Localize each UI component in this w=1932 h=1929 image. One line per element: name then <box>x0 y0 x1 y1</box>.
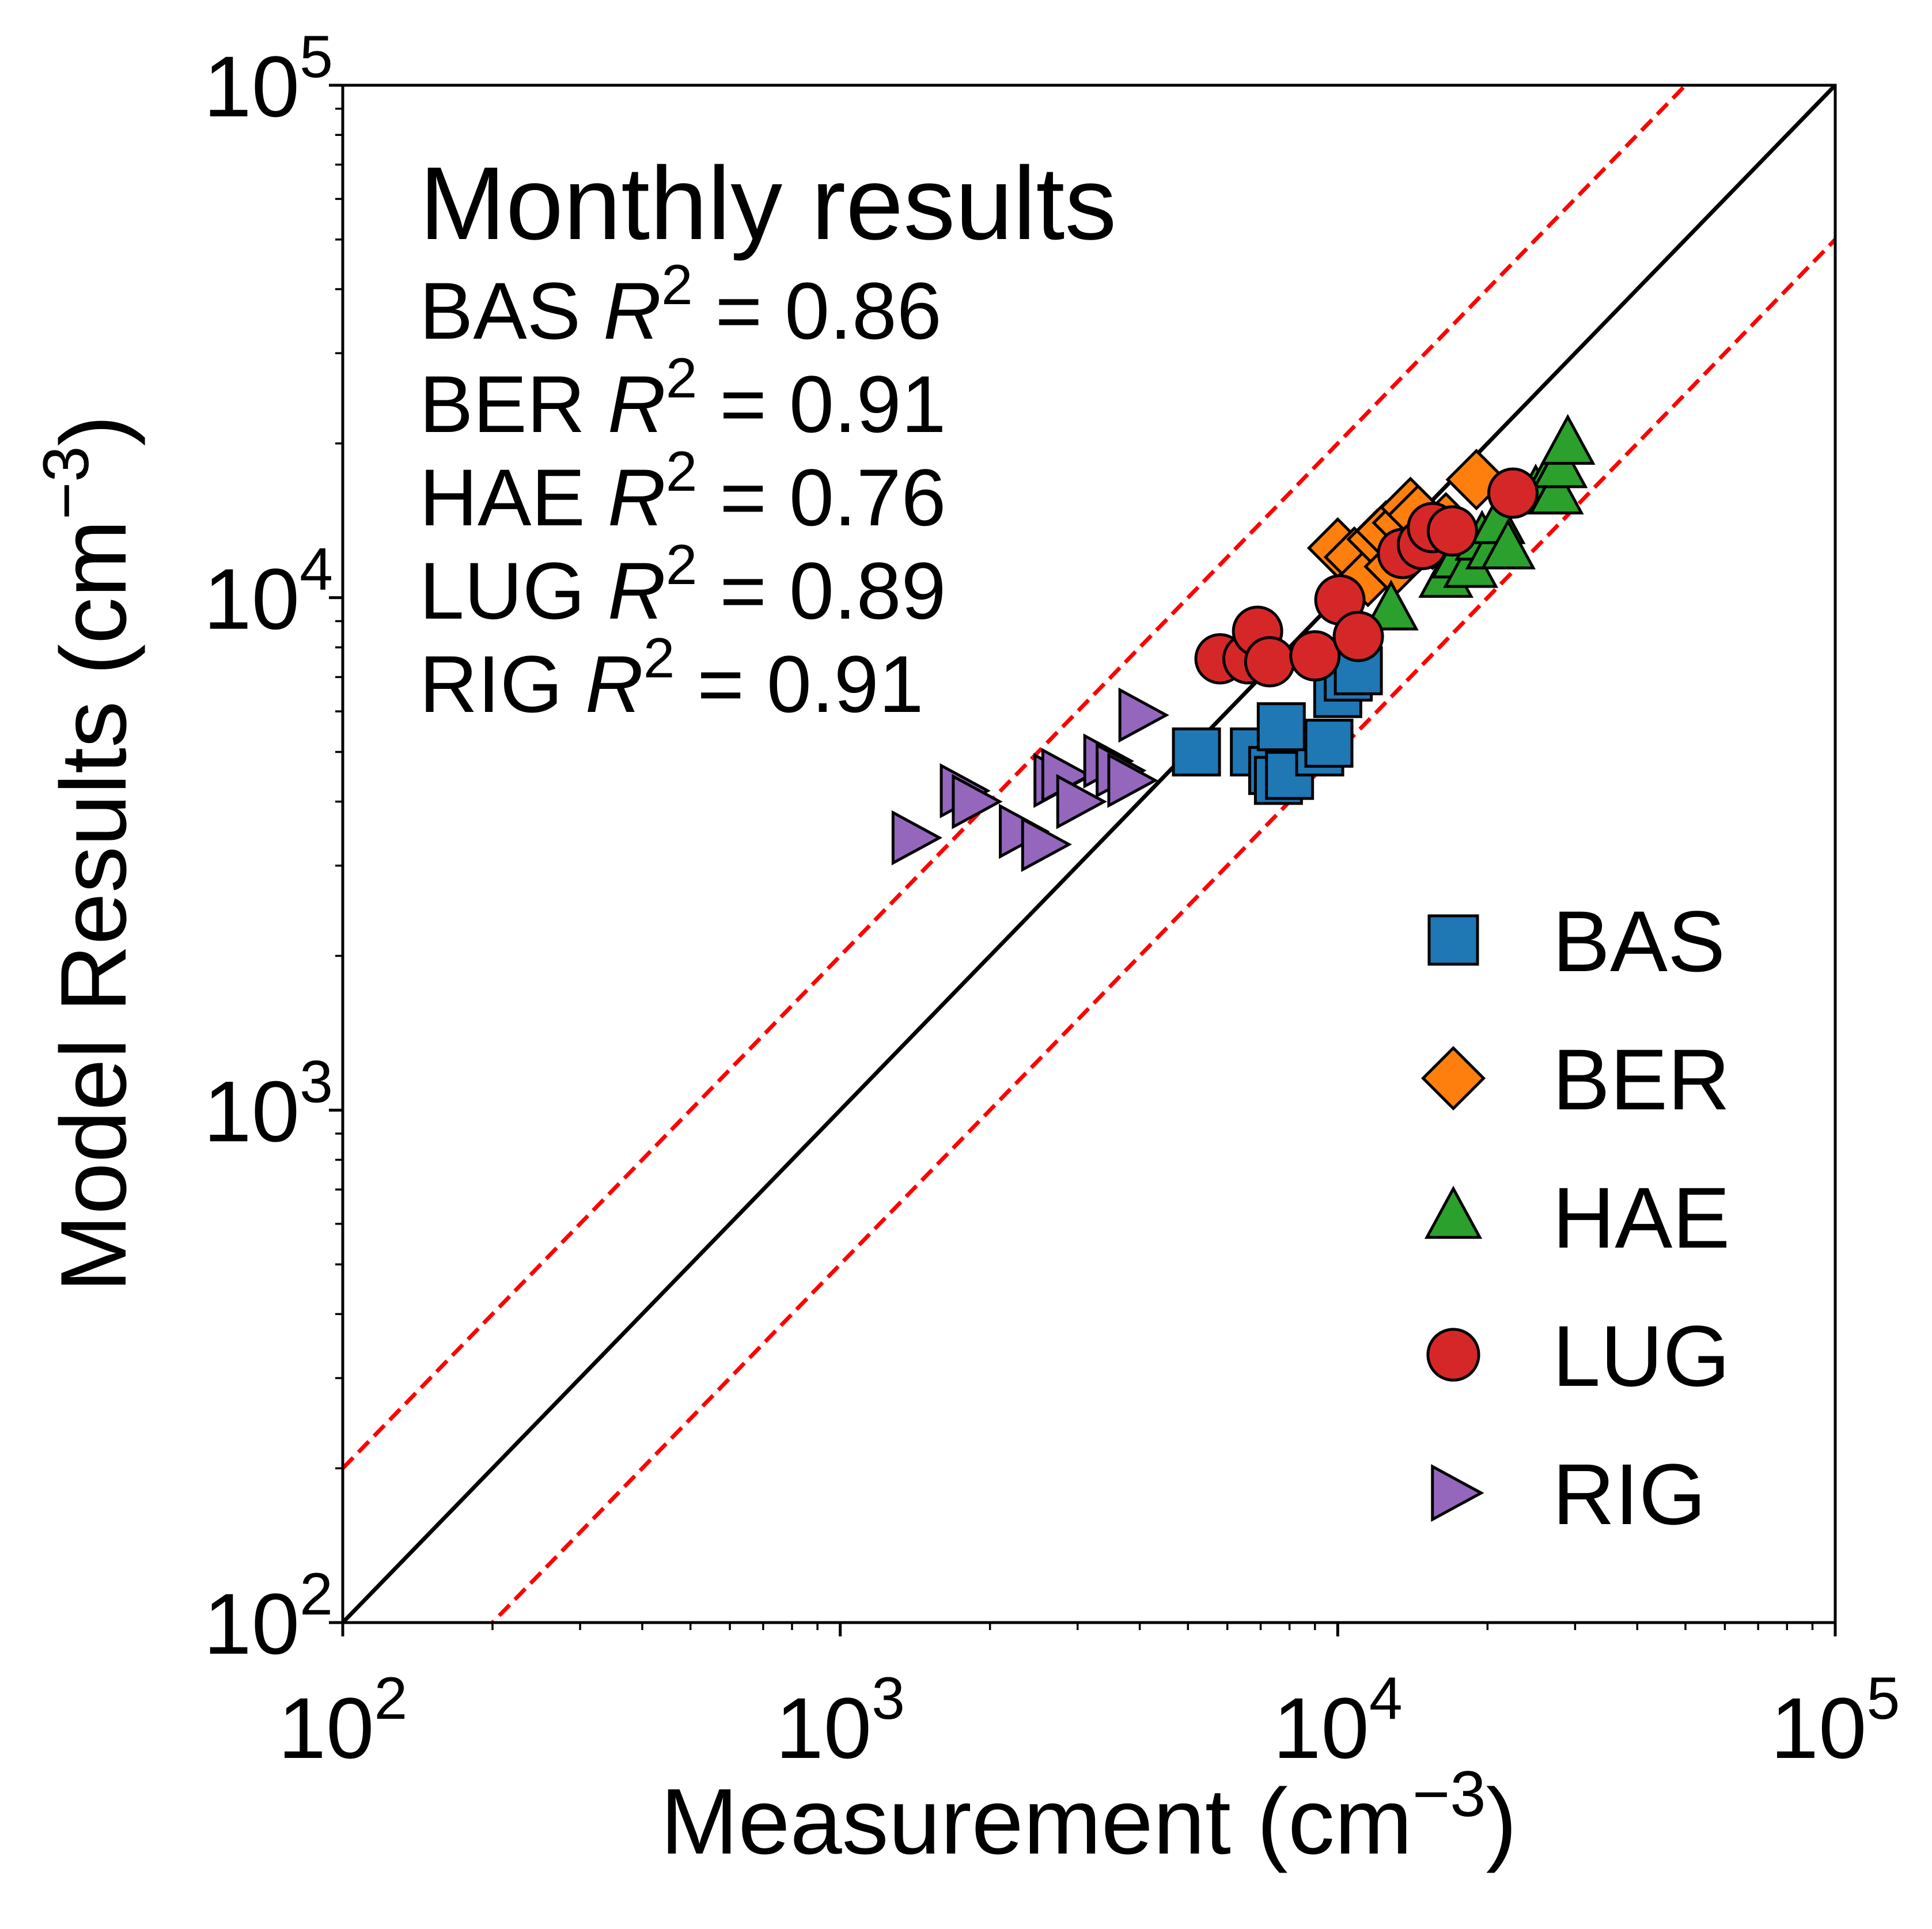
factor-line-2 <box>490 238 1835 1623</box>
point-hae <box>1528 463 1584 515</box>
point-hae <box>1363 579 1419 631</box>
legend-label: RIG <box>1552 1446 1706 1543</box>
point-rig <box>1118 687 1169 743</box>
point-bas <box>1172 727 1221 776</box>
point-lug <box>1244 636 1295 688</box>
legend-marker-ber <box>1420 1045 1486 1111</box>
legend-marker-bas <box>1427 914 1479 966</box>
point-hae <box>1480 518 1536 570</box>
y-tick-label: 103 <box>203 1048 333 1159</box>
point-lug <box>1426 505 1478 557</box>
legend-item-hae: HAE <box>1424 1169 1730 1266</box>
x-tick-label: 102 <box>278 1665 408 1776</box>
x-axis-title: Measurement (cm−3) <box>661 1758 1517 1874</box>
one-to-one-line <box>343 85 1835 1623</box>
legend-label: BER <box>1552 1031 1730 1128</box>
y-tick-label: 102 <box>203 1561 333 1672</box>
legend-item-lug: LUG <box>1426 1308 1730 1404</box>
factor-line-1 <box>343 85 1688 1470</box>
series-bas <box>1172 646 1383 805</box>
legend-label: LUG <box>1552 1308 1730 1404</box>
series-lug <box>1194 467 1539 688</box>
legend-item-ber: BER <box>1420 1031 1730 1128</box>
plot-frame <box>341 84 1837 1624</box>
y-axis-title: Model Results (cm−3) <box>30 415 146 1293</box>
x-tick-label: 105 <box>1771 1665 1900 1776</box>
series-rig <box>891 687 1169 872</box>
point-lug <box>1487 467 1539 519</box>
point-bas <box>1256 702 1306 752</box>
point-rig <box>952 774 1003 829</box>
legend-item-bas: BAS <box>1427 893 1725 990</box>
legend-item-rig: RIG <box>1431 1446 1706 1543</box>
point-rig <box>1021 817 1073 872</box>
r2-rig: RIG R2 = 0.91 <box>419 626 923 729</box>
legend-marker-hae <box>1424 1185 1483 1239</box>
point-hae <box>1540 414 1596 465</box>
r2-hae: HAE R2 = 0.76 <box>419 439 946 543</box>
r2-lug: LUG R2 = 0.89 <box>419 533 946 636</box>
reference-lines <box>343 85 1835 1623</box>
point-bas <box>1304 718 1354 768</box>
y-tick-label: 104 <box>203 536 333 647</box>
point-lug <box>1332 611 1384 662</box>
data-points <box>891 414 1596 872</box>
r2-bas: BAS R2 = 0.86 <box>419 253 942 356</box>
x-tick-label: 103 <box>775 1665 905 1776</box>
point-lug <box>1289 630 1341 682</box>
legend-label: BAS <box>1552 893 1725 990</box>
legend-label: HAE <box>1552 1169 1730 1266</box>
point-rig <box>891 810 943 866</box>
legend-marker-lug <box>1426 1328 1480 1382</box>
y-tick-label: 105 <box>203 24 333 135</box>
r2-ber: BER R2 = 0.91 <box>419 346 946 449</box>
point-rig <box>1056 774 1107 829</box>
x-tick-label: 104 <box>1273 1665 1403 1776</box>
annotation-heading: Monthly results <box>419 146 1116 262</box>
legend-marker-rig <box>1431 1464 1484 1522</box>
point-rig <box>1107 752 1158 808</box>
legend: BAS BER HAE LUG RIG <box>1420 893 1730 1543</box>
